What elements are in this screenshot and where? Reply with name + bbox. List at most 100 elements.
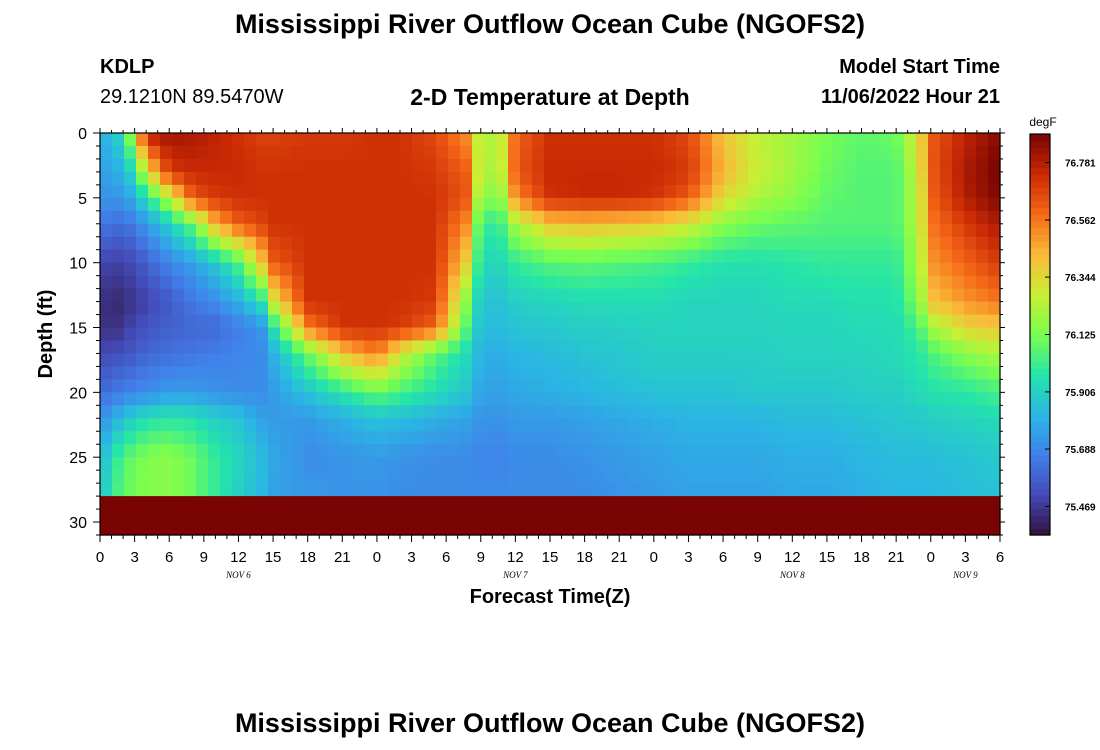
heatmap-cell	[616, 184, 629, 199]
heatmap-cell	[472, 509, 485, 523]
heatmap-cell	[640, 405, 653, 419]
heatmap-cell	[688, 275, 701, 290]
heatmap-cell	[268, 379, 281, 393]
heatmap-cell	[712, 223, 725, 238]
heatmap-cell	[964, 184, 977, 199]
heatmap-cell	[124, 223, 137, 238]
heatmap-cell	[892, 379, 905, 393]
heatmap-cell	[892, 275, 905, 290]
heatmap-cell	[736, 366, 749, 380]
heatmap-cell	[208, 340, 221, 355]
heatmap-cell	[640, 262, 653, 277]
heatmap-cell	[580, 210, 593, 225]
heatmap-cell	[184, 366, 197, 380]
heatmap-cell	[172, 483, 185, 497]
heatmap-cell	[952, 262, 965, 277]
heatmap-cell	[640, 184, 653, 199]
heatmap-cell	[748, 249, 761, 264]
heatmap-cell	[472, 236, 485, 251]
heatmap-cell	[112, 431, 125, 445]
heatmap-cell	[868, 418, 881, 432]
heatmap-cell	[664, 184, 677, 199]
heatmap-cell	[484, 210, 497, 225]
heatmap-cell	[772, 288, 785, 303]
heatmap-cell	[256, 509, 269, 523]
heatmap-cell	[544, 158, 557, 173]
heatmap-cell	[928, 444, 941, 458]
heatmap-cell	[520, 392, 533, 406]
heatmap-cell	[304, 301, 317, 316]
heatmap-cell	[256, 184, 269, 199]
heatmap-cell	[364, 457, 377, 471]
heatmap-cell	[424, 353, 437, 368]
heatmap-cell	[952, 236, 965, 251]
heatmap-cell	[196, 158, 209, 173]
heatmap-cell	[916, 444, 929, 458]
heatmap-cell	[532, 288, 545, 303]
heatmap-cell	[952, 133, 965, 147]
colorbar-swatch	[1030, 234, 1050, 242]
heatmap-cell	[568, 275, 581, 290]
heatmap-cell	[304, 223, 317, 238]
heatmap-cell	[232, 262, 245, 277]
heatmap-cell	[796, 158, 809, 173]
heatmap-cell	[748, 158, 761, 173]
heatmap-cell	[604, 171, 617, 186]
heatmap-cell	[268, 158, 281, 173]
heatmap-cell	[652, 249, 665, 264]
heatmap-cell	[400, 301, 413, 316]
heatmap-cell	[736, 314, 749, 329]
heatmap-cell	[640, 483, 653, 497]
heatmap-cell	[688, 249, 701, 264]
heatmap-cell	[880, 133, 893, 147]
heatmap-cell	[580, 236, 593, 251]
heatmap-cell	[376, 496, 389, 510]
heatmap-cell	[376, 223, 389, 238]
heatmap-cell	[292, 249, 305, 264]
heatmap-cell	[676, 145, 689, 160]
heatmap-cell	[172, 392, 185, 406]
heatmap-cell	[352, 483, 365, 497]
heatmap-cell	[760, 158, 773, 173]
heatmap-cell	[844, 431, 857, 445]
heatmap-cell	[664, 431, 677, 445]
heatmap-cell	[112, 366, 125, 380]
heatmap-cell	[784, 379, 797, 393]
heatmap-cell	[868, 522, 881, 536]
heatmap-cell	[772, 197, 785, 212]
heatmap-cell	[280, 418, 293, 432]
heatmap-cell	[160, 133, 173, 147]
heatmap-cell	[628, 457, 641, 471]
heatmap-cell	[340, 340, 353, 355]
heatmap-cell	[232, 158, 245, 173]
heatmap-cell	[292, 353, 305, 368]
heatmap-cell	[808, 340, 821, 355]
heatmap-cell	[292, 522, 305, 536]
heatmap-cell	[928, 249, 941, 264]
heatmap-cell	[592, 379, 605, 393]
heatmap-cell	[592, 366, 605, 380]
heatmap-cell	[424, 444, 437, 458]
heatmap-cell	[808, 223, 821, 238]
heatmap-cell	[664, 379, 677, 393]
heatmap-cell	[280, 145, 293, 160]
heatmap-cell	[520, 483, 533, 497]
heatmap-cell	[856, 496, 869, 510]
colorbar-swatch	[1030, 488, 1050, 496]
heatmap-cell	[304, 470, 317, 484]
heatmap-cell	[244, 223, 257, 238]
heatmap-cell	[100, 379, 113, 393]
heatmap-cell	[916, 379, 929, 393]
heatmap-cell	[196, 340, 209, 355]
heatmap-cell	[304, 509, 317, 523]
heatmap-cell	[364, 262, 377, 277]
colorbar-swatch	[1030, 428, 1050, 436]
heatmap-cell	[436, 184, 449, 199]
heatmap-cell	[556, 210, 569, 225]
heatmap-cell	[340, 470, 353, 484]
heatmap-cell	[616, 301, 629, 316]
heatmap-cell	[844, 340, 857, 355]
heatmap-cell	[292, 509, 305, 523]
heatmap-cell	[628, 301, 641, 316]
x-tick-label: 15	[265, 549, 282, 566]
